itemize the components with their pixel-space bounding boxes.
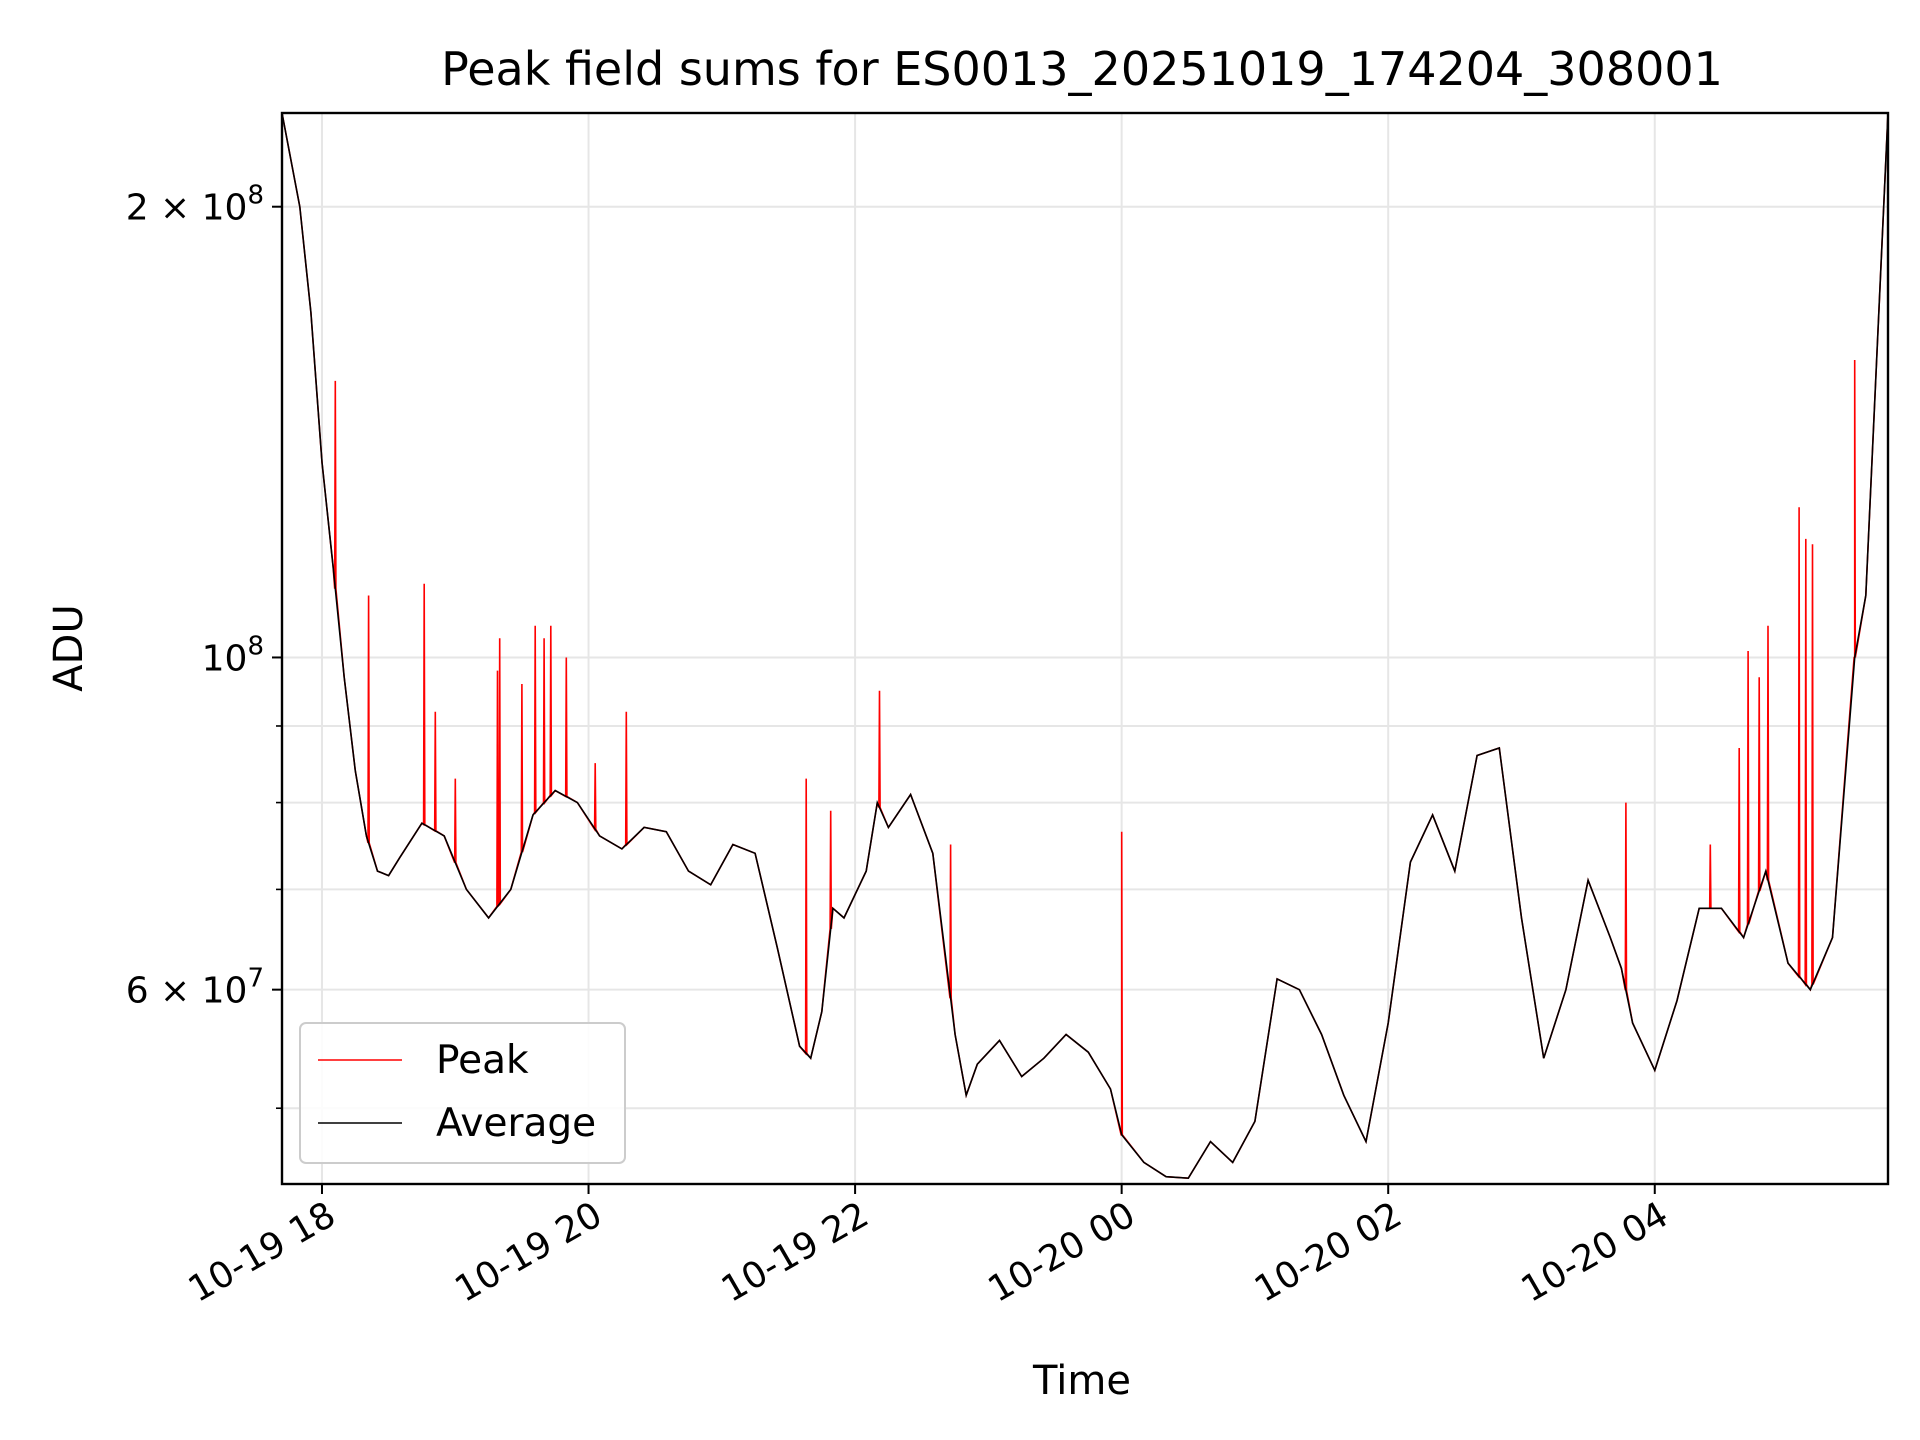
- x-tick-label: 10-19 22: [715, 1194, 876, 1310]
- legend-label-peak: Peak: [436, 1038, 529, 1083]
- x-axis-label: Time: [1032, 1358, 1131, 1404]
- x-tick-label: 10-20 04: [1515, 1194, 1676, 1310]
- x-tick-label: 10-19 18: [182, 1194, 343, 1310]
- x-axis: 10-19 18 10-19 20 10-19 22 10-20 00 10-20 02…: [182, 1184, 1675, 1311]
- series-line-peak: [282, 113, 1888, 1180]
- series-line-average: [282, 113, 1888, 1180]
- chart-title: Peak field sums for ES0013_20251019_1742…: [441, 42, 1723, 96]
- x-tick-label: 10-19 20: [448, 1194, 609, 1310]
- grid: [282, 113, 1888, 1184]
- y-tick-label: 108: [202, 631, 264, 679]
- plot-series: [282, 113, 1888, 1180]
- legend-box: [299, 1022, 626, 1164]
- y-axis: 6 × 107 108 2 × 108: [126, 181, 282, 1110]
- legend-label-average: Average: [436, 1101, 596, 1146]
- x-tick-label: 10-20 00: [981, 1194, 1142, 1310]
- x-tick-label: 10-20 02: [1248, 1194, 1409, 1310]
- y-tick-label: 2 × 108: [126, 181, 264, 229]
- y-axis-label: ADU: [46, 604, 92, 691]
- y-tick-label: 6 × 107: [126, 964, 264, 1012]
- plot-frame: [280, 111, 1890, 1186]
- legend: Peak Average: [299, 1022, 626, 1164]
